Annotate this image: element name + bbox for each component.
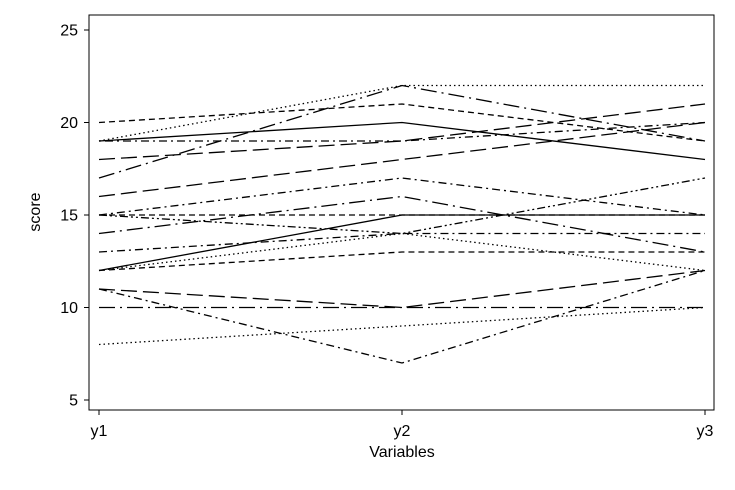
series-line-1 <box>98 121 706 161</box>
series-line-13 <box>98 232 705 253</box>
series-line-10 <box>98 195 706 253</box>
series-line-19 <box>98 306 706 346</box>
series-line-8 <box>98 121 706 198</box>
y-tick-label-5: 5 <box>69 393 78 410</box>
axes-layer: 5 10 15 20 25 y1 y2 y3 <box>60 23 713 441</box>
y-tick-label-10: 10 <box>60 300 78 317</box>
series-line-3 <box>98 103 706 142</box>
series-line-6 <box>98 103 706 161</box>
y-tick-label-25: 25 <box>60 23 78 40</box>
x-axis-title: Variables <box>369 444 435 461</box>
series-line-9 <box>98 177 706 216</box>
plot-frame <box>88 14 715 411</box>
series-line-14 <box>98 251 705 272</box>
series-layer <box>98 84 706 364</box>
series-line-15 <box>98 232 706 272</box>
series-line-17 <box>98 269 706 364</box>
series-line-7 <box>99 121 706 142</box>
y-tick-label-20: 20 <box>60 115 78 132</box>
x-tick-label-y1: y1 <box>91 423 108 440</box>
series-line-2 <box>98 214 705 272</box>
x-tick-label-y3: y3 <box>697 423 714 440</box>
series-line-16 <box>98 269 706 309</box>
y-tick-label-15: 15 <box>60 208 78 225</box>
x-tick-label-y2: y2 <box>394 423 411 440</box>
series-line-4 <box>98 84 705 142</box>
y-axis-title: score <box>27 192 44 231</box>
series-line-5 <box>98 84 706 179</box>
series-line-11 <box>98 177 706 235</box>
